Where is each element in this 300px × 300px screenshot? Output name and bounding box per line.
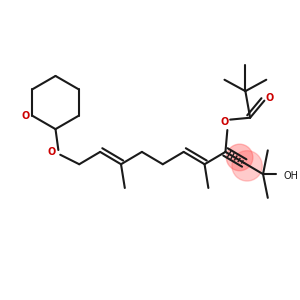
- Circle shape: [232, 151, 262, 181]
- Text: OH: OH: [284, 171, 299, 181]
- Circle shape: [226, 144, 253, 171]
- Text: O: O: [220, 118, 229, 128]
- Text: O: O: [266, 93, 274, 103]
- Text: O: O: [48, 147, 56, 157]
- Text: O: O: [22, 111, 30, 121]
